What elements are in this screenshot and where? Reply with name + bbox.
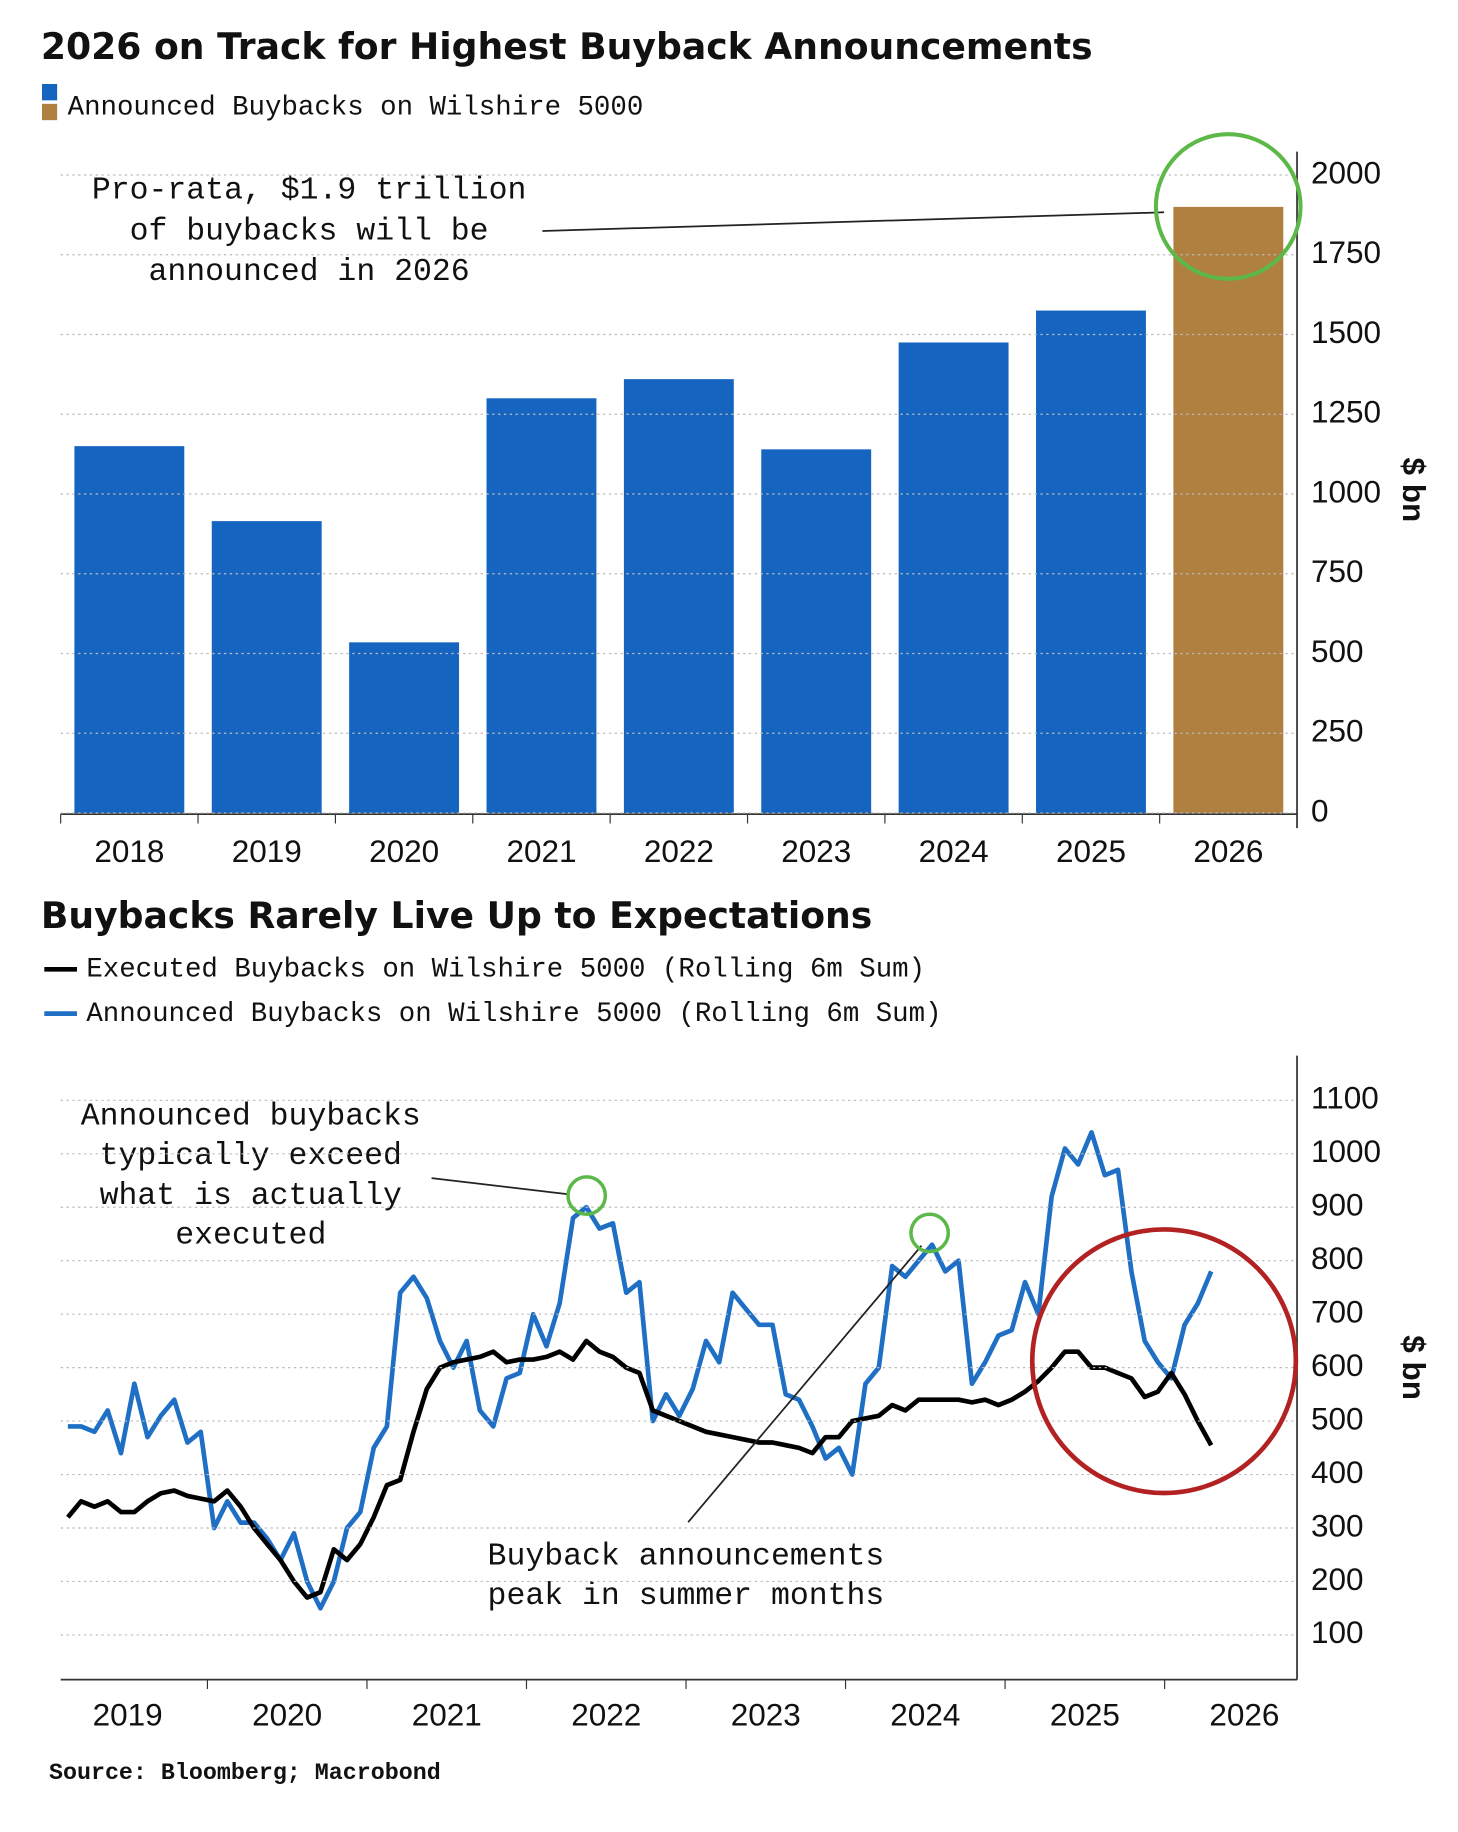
y-tick-label: 2000 [1311, 154, 1381, 190]
y-tick-label: 750 [1311, 553, 1364, 589]
y-axis-label: $ bn [1396, 1335, 1432, 1400]
chart-title: 2026 on Track for Highest Buyback Announ… [41, 25, 1093, 68]
bar [761, 449, 872, 814]
x-tick-label: 2019 [93, 1696, 163, 1732]
y-tick-label: 100 [1311, 1614, 1364, 1650]
highlight-circle [1029, 1227, 1299, 1496]
source: Source: Bloomberg; Macrobond [49, 1761, 441, 1787]
chart-title: Buybacks Rarely Live Up to Expectations [41, 894, 872, 937]
y-tick-label: 200 [1311, 1561, 1364, 1597]
y-tick-label: 0 [1311, 792, 1329, 828]
x-tick-label: 2023 [731, 1696, 801, 1732]
legend-label: Announced Buybacks on Wilshire 5000 [68, 93, 644, 124]
x-tick-label: 2018 [94, 833, 164, 869]
leader-line [431, 1177, 570, 1196]
bar [623, 379, 734, 814]
y-tick-label: 300 [1311, 1507, 1364, 1543]
x-tick-label: 2021 [412, 1696, 482, 1732]
annotation: announced in 2026 [148, 255, 469, 290]
x-tick-label: 2020 [369, 833, 439, 869]
y-tick-label: 500 [1311, 1400, 1364, 1436]
highlight-circle [909, 1212, 951, 1254]
highlight-circle [566, 1175, 608, 1216]
y-tick-label: 1100 [1311, 1080, 1379, 1116]
x-tick-label: 2024 [919, 833, 989, 869]
highlight-circle [1153, 132, 1303, 281]
x-tick-label: 2019 [232, 833, 302, 869]
x-tick-label: 2026 [1209, 1696, 1279, 1732]
x-tick-label: 2021 [506, 833, 576, 869]
leader-line [542, 211, 1165, 232]
x-tick-label: 2025 [1056, 833, 1126, 869]
legend-label: Executed Buybacks on Wilshire 5000 (Roll… [86, 955, 925, 986]
annotation: Pro-rata, $1.9 trillion [92, 173, 527, 208]
legend-label: Announced Buybacks on Wilshire 5000 (Rol… [86, 999, 941, 1030]
annotation: Buyback announcements [488, 1539, 885, 1574]
series-line [66, 1338, 1214, 1600]
y-tick-label: 250 [1311, 713, 1364, 749]
bar [486, 398, 597, 814]
bar [349, 642, 460, 814]
annotation: peak in summer months [488, 1579, 885, 1614]
x-tick-label: 2022 [644, 833, 714, 869]
x-tick-label: 2020 [252, 1696, 322, 1732]
bar [74, 446, 185, 814]
bar [1036, 310, 1146, 814]
x-tick-label: 2025 [1050, 1696, 1120, 1732]
bar [898, 342, 1009, 814]
annotation: typically exceed [100, 1139, 402, 1174]
legend-swatch [41, 84, 58, 101]
y-tick-label: 900 [1311, 1187, 1364, 1223]
x-tick-label: 2023 [781, 833, 851, 869]
y-tick-label: 1000 [1311, 1133, 1381, 1169]
annotation: of buybacks will be [130, 214, 489, 249]
y-tick-label: 1000 [1311, 473, 1381, 509]
annotation: Announced buybacks [81, 1100, 421, 1135]
y-tick-label: 600 [1311, 1347, 1364, 1383]
leader-line [687, 1245, 923, 1523]
legend-swatch [41, 103, 58, 121]
y-tick-label: 1250 [1311, 394, 1381, 430]
y-tick-label: 1500 [1311, 314, 1381, 350]
x-tick-label: 2022 [571, 1696, 641, 1732]
annotation: what is actually [100, 1179, 402, 1214]
x-tick-label: 2026 [1193, 833, 1263, 869]
y-tick-label: 1750 [1311, 234, 1381, 270]
y-tick-label: 500 [1311, 633, 1364, 669]
y-tick-label: 400 [1311, 1454, 1364, 1490]
series-line [67, 1130, 1214, 1611]
y-axis-label: $ bn [1396, 458, 1432, 523]
y-tick-label: 800 [1311, 1240, 1364, 1276]
y-tick-label: 700 [1311, 1293, 1364, 1329]
bar [1173, 206, 1284, 814]
annotation: executed [175, 1219, 326, 1254]
bar [211, 521, 322, 814]
x-tick-label: 2024 [890, 1696, 960, 1732]
